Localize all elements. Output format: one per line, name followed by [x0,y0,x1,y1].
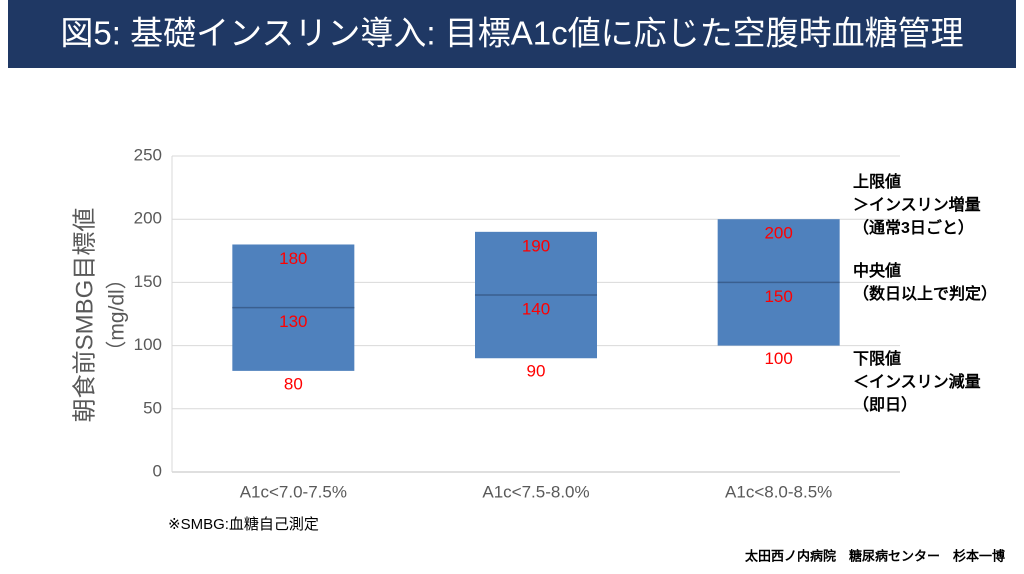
title-bar [8,0,1016,68]
credit: 太田西ノ内病院 糖尿病センター 杉本一博 [744,548,1005,563]
value-label: 140 [522,300,550,319]
x-tick-label: A1c<8.0-8.5% [725,482,832,501]
y-tick-label: 200 [134,209,162,228]
chart-title: 図5: 基礎インスリン導入: 目標A1c値に応じた空腹時血糖管理 [60,15,963,52]
y-axis-label: 朝食前SMBG目標値 （mg/dl） [71,208,128,423]
annotation: 下限値 [853,349,901,368]
value-label: 190 [522,236,550,255]
annotation: 上限値 [853,172,901,191]
y-tick-label: 0 [153,461,162,480]
annotation: （数日以上で判定） [853,284,997,303]
annotation: ＞インスリン増量 [853,195,981,214]
x-tick-label: A1c<7.0-7.5% [240,482,347,501]
annotation: ＜インスリン減量 [853,372,981,391]
value-label: 150 [764,287,792,306]
value-label: 130 [279,312,307,331]
annotation: 中央値 [853,261,901,280]
annotation: （即日） [853,396,917,414]
footnote: ※SMBG:血糖自己測定 [168,516,319,533]
x-tick-label: A1c<7.5-8.0% [482,482,589,501]
y-tick-label: 250 [134,145,162,164]
annotation: （通常3日ごと） [853,218,974,237]
y-tick-label: 50 [143,398,162,417]
value-label: 90 [527,362,546,381]
y-tick-label: 100 [134,335,162,354]
y-label-line: 朝食前SMBG目標値 [71,208,98,423]
y-tick-label: 150 [134,272,162,291]
value-label: 80 [284,374,303,393]
y-label-line: （mg/dl） [106,268,129,361]
value-label: 180 [279,249,307,268]
value-label: 200 [764,224,792,243]
value-label: 100 [764,349,792,368]
